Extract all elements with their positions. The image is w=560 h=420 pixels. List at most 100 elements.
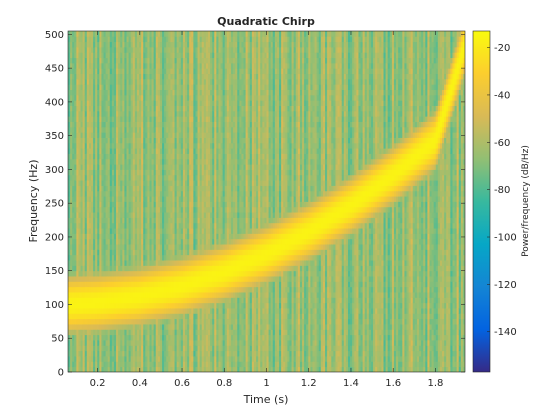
heatmap-cell: [174, 110, 178, 117]
heatmap-cell: [207, 100, 211, 106]
heatmap-cell: [210, 318, 213, 325]
heatmap-cell: [176, 105, 180, 112]
heatmap-cell: [216, 254, 219, 261]
heatmap-cell: [178, 31, 182, 37]
heatmap-cell: [147, 201, 150, 208]
heatmap-cell: [88, 345, 92, 352]
heatmap-cell: [82, 244, 86, 250]
heatmap-cell: [143, 286, 146, 293]
heatmap-cell: [86, 281, 90, 288]
heatmap-cell: [103, 324, 107, 330]
heatmap-cell: [187, 31, 190, 37]
heatmap-cell: [118, 233, 121, 240]
heatmap-cell: [224, 46, 228, 53]
heatmap-cell: [86, 249, 90, 256]
heatmap-cell: [134, 201, 138, 208]
heatmap-cell: [164, 185, 167, 192]
heatmap-cell: [218, 356, 221, 362]
heatmap-cell: [74, 201, 77, 208]
heatmap-cell: [122, 110, 125, 117]
heatmap-cell: [199, 174, 203, 181]
heatmap-cell: [116, 105, 119, 112]
heatmap-cell: [109, 68, 113, 75]
heatmap-cell: [111, 244, 115, 250]
heatmap-cell: [157, 222, 161, 229]
heatmap-cell: [191, 148, 194, 154]
heatmap-cell: [113, 302, 117, 309]
heatmap-cell: [212, 345, 215, 352]
heatmap-cell: [199, 41, 203, 48]
heatmap-cell: [218, 260, 221, 266]
heatmap-cell: [153, 62, 157, 69]
heatmap-cell: [216, 73, 219, 80]
heatmap-cell: [130, 153, 134, 160]
heatmap-cell: [178, 244, 182, 250]
heatmap-cell: [143, 270, 146, 277]
heatmap-cell: [70, 121, 73, 128]
heatmap-cell: [224, 212, 228, 218]
heatmap-cell: [86, 313, 90, 320]
heatmap-cell: [157, 68, 161, 75]
heatmap-cell: [224, 276, 228, 282]
heatmap-cell: [212, 78, 215, 85]
heatmap-cell: [97, 46, 100, 53]
heatmap-cell: [88, 254, 92, 261]
heatmap-cell: [70, 281, 73, 288]
heatmap-cell: [187, 297, 190, 304]
heatmap-cell: [68, 78, 71, 85]
heatmap-cell: [153, 254, 157, 261]
heatmap-cell: [76, 345, 79, 352]
heatmap-cell: [210, 281, 213, 288]
heatmap-cell: [191, 94, 194, 101]
heatmap-cell: [111, 302, 115, 309]
heatmap-cell: [178, 297, 182, 304]
heatmap-cell: [162, 244, 165, 250]
heatmap-cell: [191, 164, 194, 170]
heatmap-cell: [111, 169, 115, 176]
heatmap-cell: [226, 196, 230, 202]
heatmap-cell: [76, 78, 79, 85]
heatmap-cell: [182, 148, 186, 154]
heatmap-cell: [74, 286, 77, 293]
heatmap-cell: [70, 62, 73, 69]
heatmap-cell: [162, 292, 165, 298]
heatmap-cell: [178, 201, 182, 208]
heatmap-cell: [118, 84, 121, 91]
heatmap-cell: [168, 185, 171, 192]
heatmap-cell: [203, 206, 207, 213]
heatmap-cell: [88, 270, 92, 277]
heatmap-cell: [95, 174, 98, 181]
heatmap-cell: [76, 334, 79, 341]
heatmap-cell: [86, 132, 90, 138]
heatmap-cell: [124, 174, 127, 181]
heatmap-cell: [189, 31, 192, 37]
heatmap-cell: [139, 270, 142, 277]
heatmap-cell: [145, 116, 148, 122]
heatmap-cell: [126, 302, 129, 309]
heatmap-cell: [111, 238, 115, 245]
heatmap-cell: [197, 78, 201, 85]
heatmap-cell: [222, 100, 226, 106]
heatmap-cell: [139, 36, 142, 43]
heatmap-cell: [210, 233, 213, 240]
heatmap-cell: [122, 244, 125, 250]
heatmap-cell: [157, 217, 161, 224]
heatmap-cell: [201, 340, 205, 346]
heatmap-cell: [170, 206, 173, 213]
heatmap-cell: [149, 110, 152, 117]
heatmap-cell: [162, 52, 165, 59]
heatmap-cell: [143, 105, 146, 112]
heatmap-cell: [105, 313, 109, 320]
heatmap-cell: [78, 212, 81, 218]
heatmap-cell: [203, 361, 207, 368]
heatmap-cell: [180, 164, 184, 170]
heatmap-cell: [189, 62, 192, 69]
heatmap-cell: [116, 292, 119, 298]
heatmap-cell: [203, 238, 207, 245]
heatmap-cell: [139, 94, 142, 101]
heatmap-cell: [120, 100, 123, 106]
heatmap-cell: [205, 158, 209, 165]
heatmap-cell: [134, 217, 138, 224]
heatmap-cell: [205, 180, 209, 186]
heatmap-cell: [80, 228, 84, 234]
